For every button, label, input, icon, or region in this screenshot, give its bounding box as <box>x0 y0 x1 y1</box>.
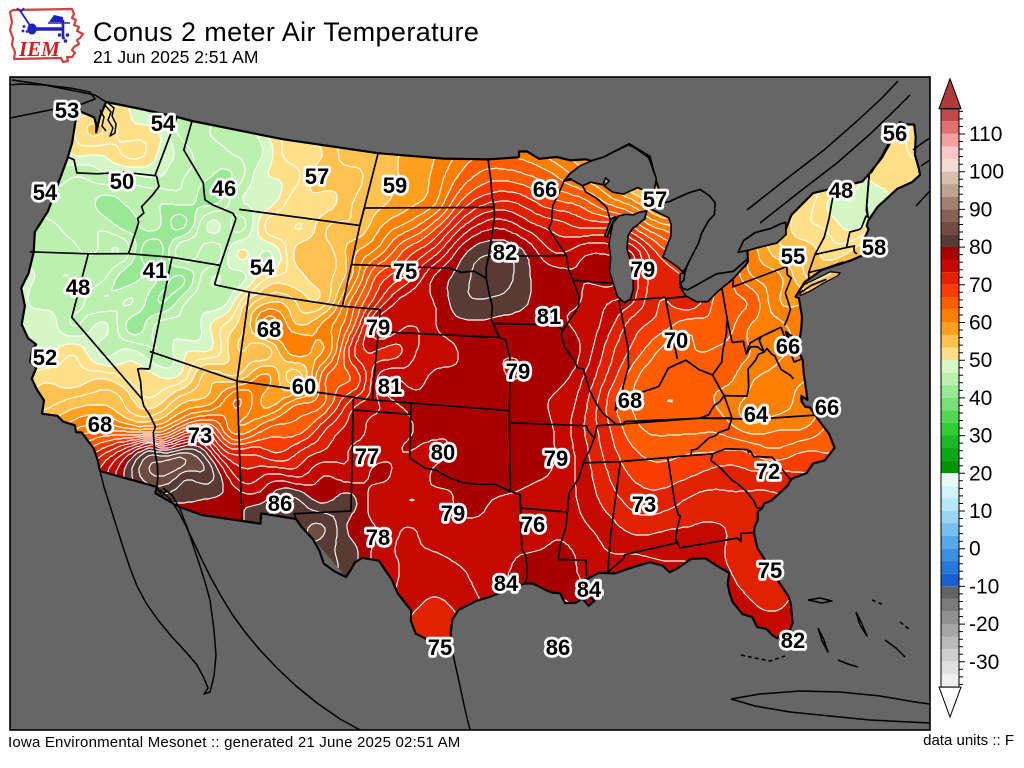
svg-text:81: 81 <box>378 374 402 399</box>
svg-text:75: 75 <box>393 259 417 284</box>
svg-text:84: 84 <box>577 577 602 602</box>
svg-text:72: 72 <box>756 459 780 484</box>
svg-text:Iowa Environmental Mesonet ::: Iowa Environmental Mesonet :: generated … <box>8 734 461 751</box>
svg-text:52: 52 <box>33 345 57 370</box>
svg-text:41: 41 <box>143 258 167 283</box>
svg-text:54: 54 <box>33 180 58 205</box>
svg-text:90: 90 <box>969 198 992 221</box>
svg-text:86: 86 <box>546 635 570 660</box>
svg-text:54: 54 <box>250 255 275 280</box>
svg-text:53: 53 <box>55 98 79 123</box>
svg-text:10: 10 <box>969 500 992 523</box>
svg-text:70: 70 <box>664 328 688 353</box>
svg-text:77: 77 <box>355 444 379 469</box>
svg-text:54: 54 <box>151 111 176 136</box>
svg-text:64: 64 <box>744 402 769 427</box>
svg-text:66: 66 <box>815 395 839 420</box>
svg-text:68: 68 <box>257 317 281 342</box>
svg-text:60: 60 <box>969 312 992 335</box>
svg-text:-30: -30 <box>969 651 999 674</box>
svg-text:30: 30 <box>969 425 992 448</box>
svg-text:-20: -20 <box>969 613 999 636</box>
svg-text:56: 56 <box>883 121 907 146</box>
svg-text:79: 79 <box>506 359 530 384</box>
svg-text:55: 55 <box>781 244 805 269</box>
svg-text:40: 40 <box>969 387 992 410</box>
svg-text:68: 68 <box>88 412 112 437</box>
svg-text:Conus 2 meter Air Temperature: Conus 2 meter Air Temperature <box>93 17 479 47</box>
svg-text:79: 79 <box>366 315 390 340</box>
svg-text:50: 50 <box>969 349 992 372</box>
svg-text:58: 58 <box>862 235 886 260</box>
svg-text:79: 79 <box>544 446 568 471</box>
svg-text:82: 82 <box>493 240 517 265</box>
svg-text:57: 57 <box>643 187 667 212</box>
svg-text:84: 84 <box>494 571 519 596</box>
svg-text:-10: -10 <box>969 575 999 598</box>
svg-text:48: 48 <box>66 275 90 300</box>
svg-text:IEM: IEM <box>18 37 61 61</box>
svg-text:76: 76 <box>521 512 545 537</box>
svg-text:82: 82 <box>781 628 805 653</box>
svg-text:79: 79 <box>441 501 465 526</box>
svg-text:21 Jun 2025 2:51 AM: 21 Jun 2025 2:51 AM <box>93 47 258 67</box>
svg-text:66: 66 <box>533 177 557 202</box>
svg-text:0: 0 <box>969 538 981 561</box>
svg-text:59: 59 <box>383 173 407 198</box>
svg-text:80: 80 <box>969 236 992 259</box>
svg-text:70: 70 <box>969 274 992 297</box>
svg-text:57: 57 <box>305 164 329 189</box>
svg-text:100: 100 <box>969 161 1004 184</box>
svg-text:73: 73 <box>632 492 656 517</box>
svg-text:86: 86 <box>268 491 292 516</box>
svg-text:78: 78 <box>366 525 390 550</box>
svg-text:48: 48 <box>829 178 853 203</box>
svg-text:50: 50 <box>110 169 134 194</box>
svg-text:80: 80 <box>431 440 455 465</box>
svg-text:66: 66 <box>776 334 800 359</box>
svg-text:60: 60 <box>292 374 316 399</box>
svg-text:81: 81 <box>537 304 561 329</box>
svg-text:46: 46 <box>212 176 236 201</box>
svg-text:75: 75 <box>758 558 782 583</box>
svg-text:110: 110 <box>969 123 1002 146</box>
svg-text:68: 68 <box>618 388 642 413</box>
svg-text:79: 79 <box>631 257 655 282</box>
svg-text:75: 75 <box>428 635 452 660</box>
svg-text:20: 20 <box>969 462 992 485</box>
svg-text:data units :: F: data units :: F <box>923 732 1014 749</box>
svg-text:73: 73 <box>188 423 212 448</box>
